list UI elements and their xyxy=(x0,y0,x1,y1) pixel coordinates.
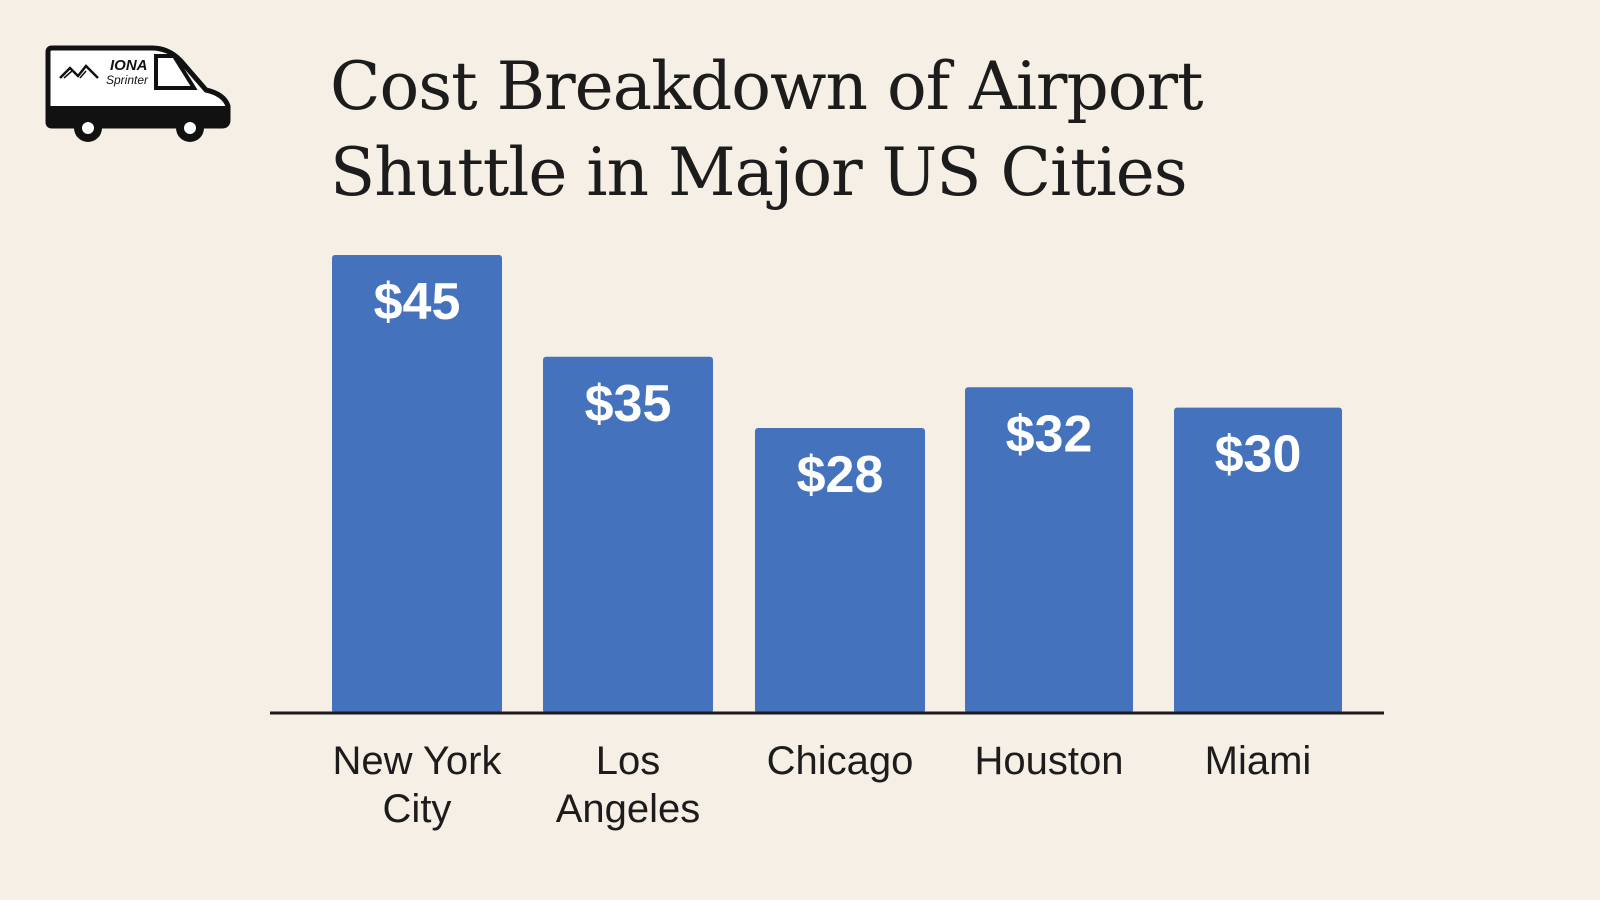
category-label: Angeles xyxy=(556,787,701,831)
category-label: Houston xyxy=(975,739,1124,783)
value-label: $32 xyxy=(1006,405,1093,463)
bar-houston xyxy=(965,387,1133,713)
bar-miami xyxy=(1174,407,1342,713)
value-label: $28 xyxy=(797,446,884,504)
value-label: $45 xyxy=(374,273,461,331)
bar-chicago xyxy=(755,428,925,713)
category-label: Chicago xyxy=(767,739,914,783)
bar-new-york-city xyxy=(332,255,502,713)
category-label: City xyxy=(383,787,452,831)
chart-title: Cost Breakdown of Airport Shuttle in Maj… xyxy=(330,44,1204,216)
category-label: New York xyxy=(333,739,503,783)
bar-los-angeles xyxy=(543,356,713,713)
value-label: $35 xyxy=(585,375,672,433)
chart-title-line-2: Shuttle in Major US Cities xyxy=(330,134,1188,211)
category-label: Los xyxy=(596,739,661,783)
value-label: $30 xyxy=(1215,426,1302,484)
chart-title-line-1: Cost Breakdown of Airport xyxy=(330,48,1204,125)
logo-brand-line1: IONA xyxy=(110,57,148,74)
category-label: Miami xyxy=(1205,739,1312,783)
van-icon: IONA Sprinter xyxy=(45,45,231,142)
logo-brand-line2: Sprinter xyxy=(106,73,149,87)
